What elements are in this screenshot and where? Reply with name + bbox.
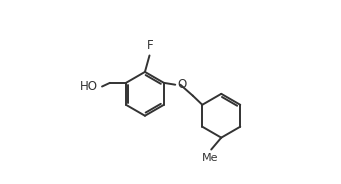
Text: Me: Me xyxy=(202,153,219,163)
Text: O: O xyxy=(177,78,186,91)
Text: F: F xyxy=(147,39,154,52)
Text: HO: HO xyxy=(79,80,98,93)
